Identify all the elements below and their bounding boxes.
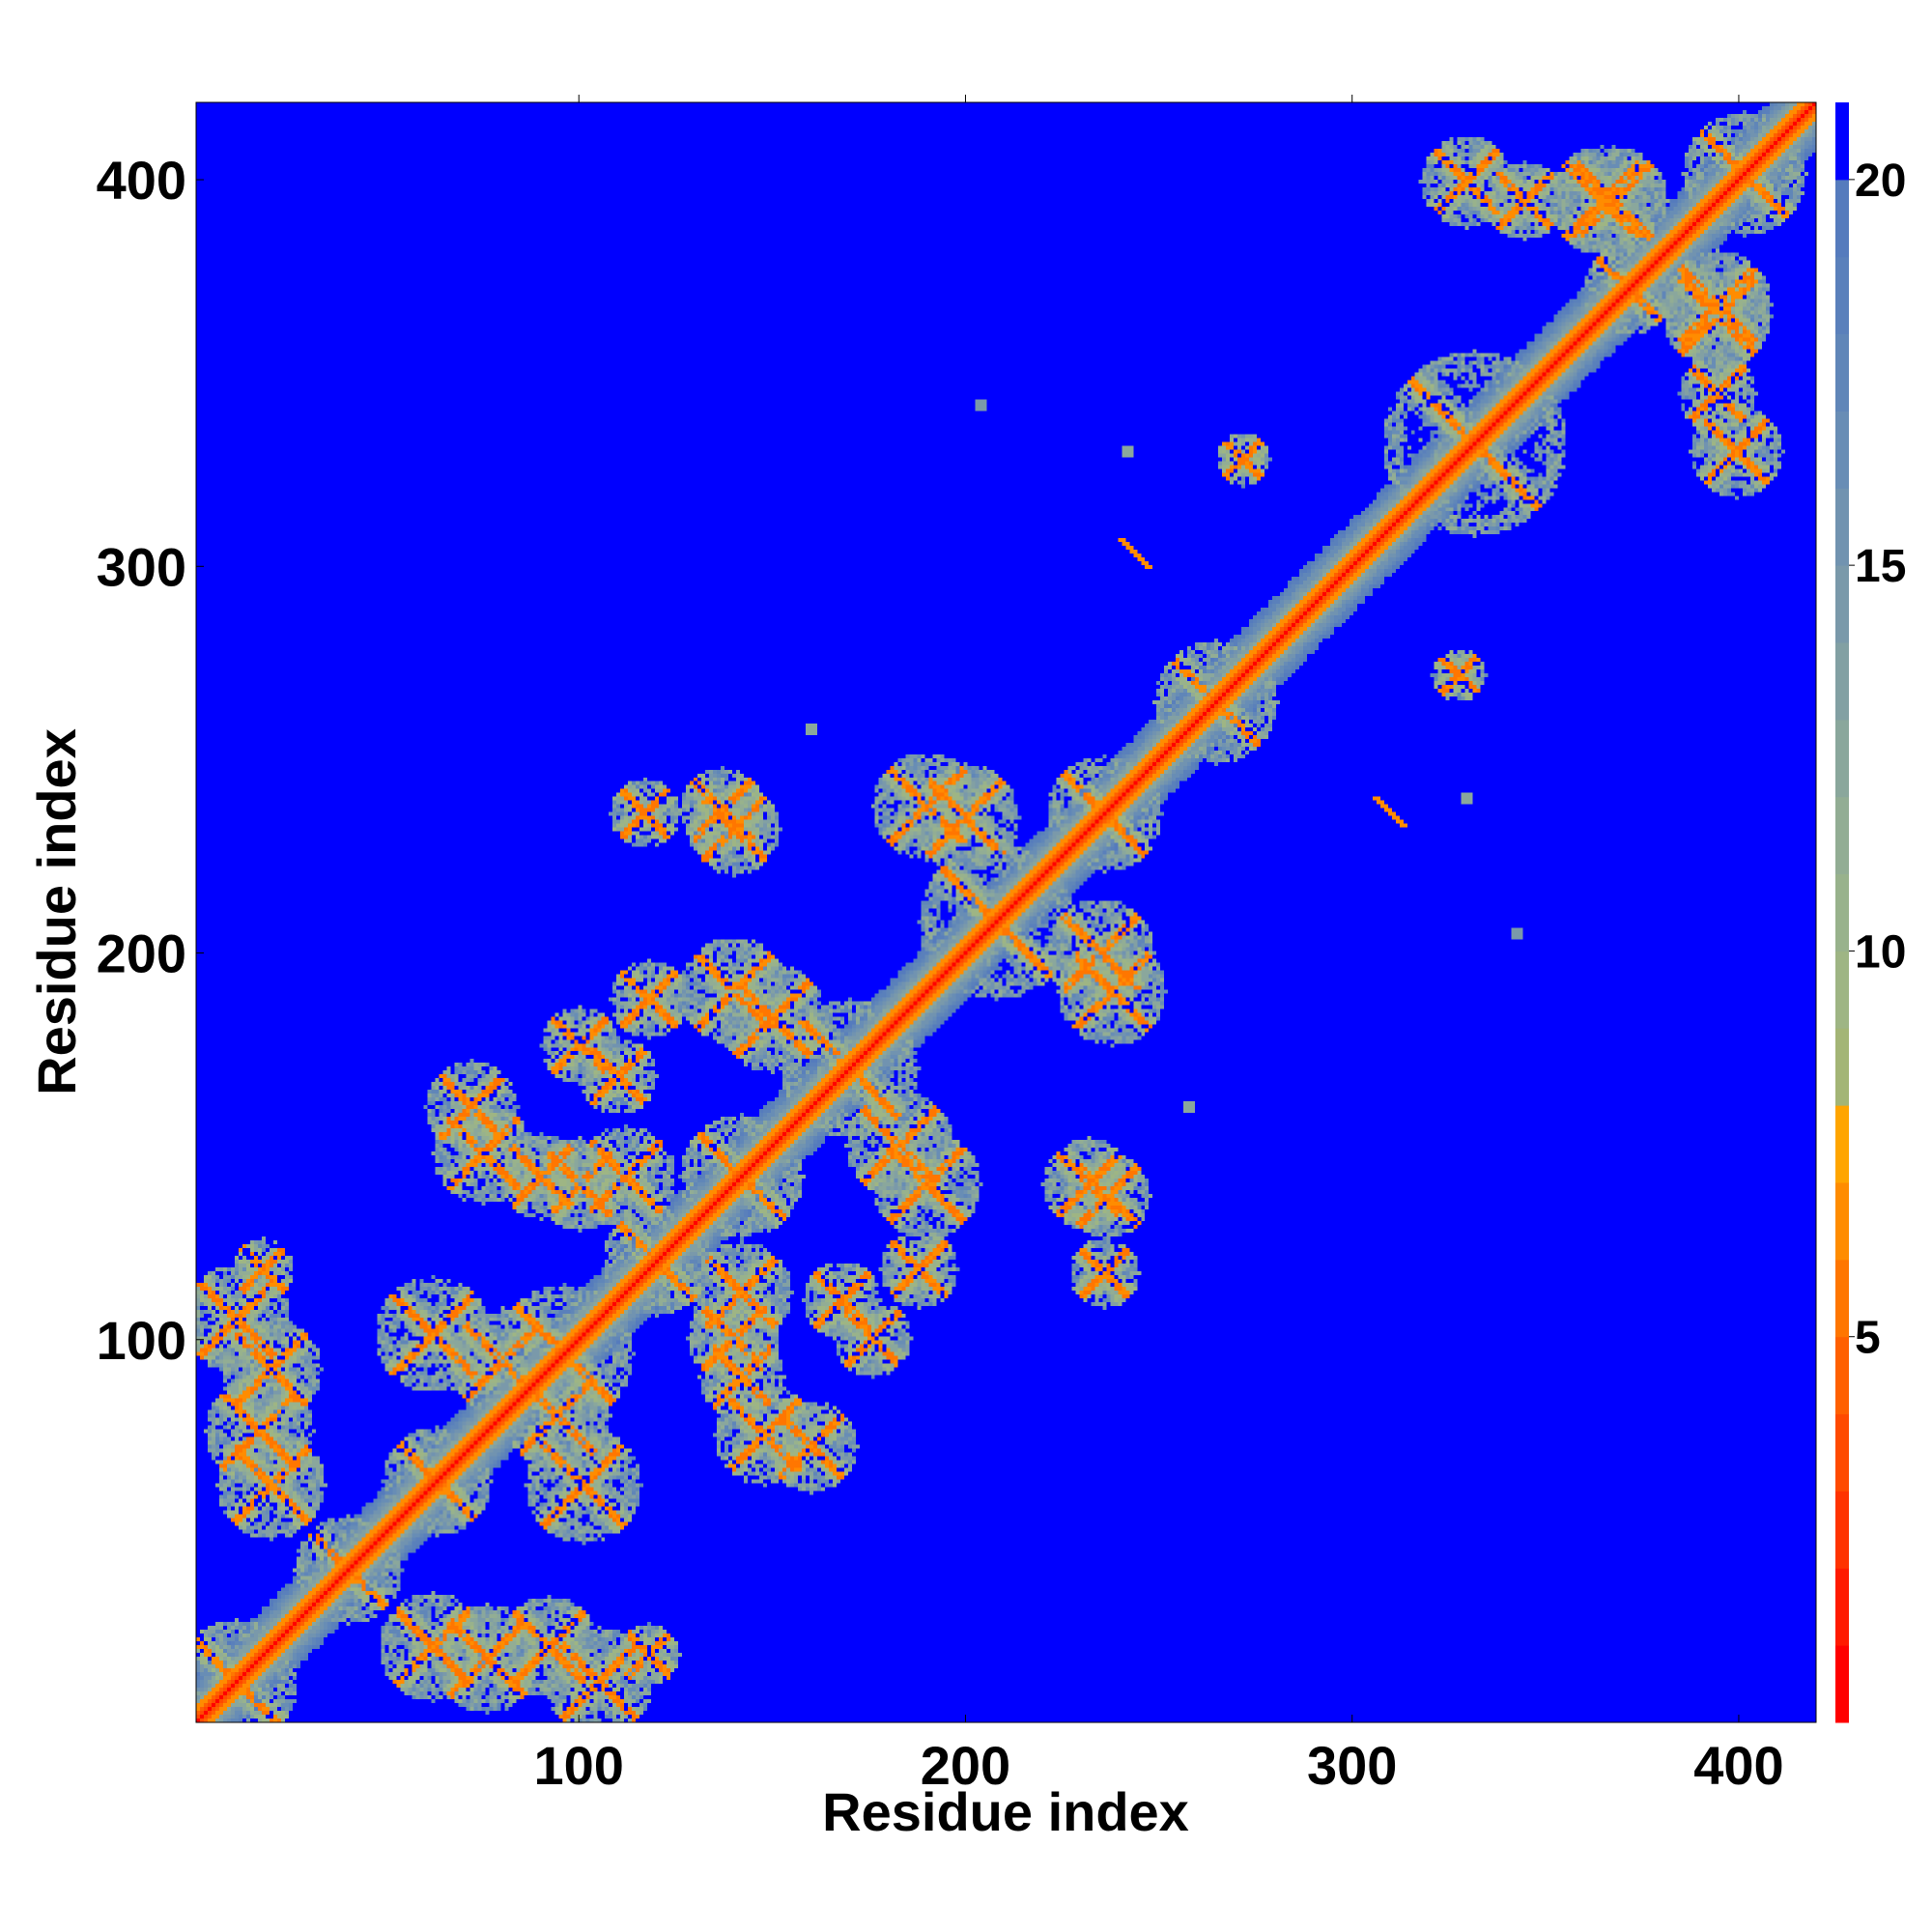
colorbar: 5 10 15 20 — [1835, 102, 1906, 1723]
y-tick-label: 300 — [97, 536, 186, 597]
y-axis-title: Residue index — [26, 728, 87, 1095]
colorbar-tick-label: 5 — [1855, 1313, 1881, 1364]
colorbar-bands — [1835, 102, 1849, 1723]
y-tick-label: 400 — [97, 150, 186, 211]
colorbar-band — [1835, 565, 1849, 643]
colorbar-band — [1835, 951, 1849, 1029]
colorbar-band — [1835, 1259, 1849, 1338]
colorbar-band — [1835, 796, 1849, 875]
colorbar-band — [1835, 1028, 1849, 1106]
colorbar-band — [1835, 1413, 1849, 1492]
y-tick-label: 200 — [97, 923, 186, 984]
colorbar-band — [1835, 256, 1849, 335]
colorbar-tick-label: 10 — [1855, 926, 1906, 978]
colorbar-band — [1835, 1105, 1849, 1183]
colorbar-band — [1835, 719, 1849, 798]
x-tick-label: 300 — [1307, 1735, 1397, 1796]
colorbar-band — [1835, 873, 1849, 952]
x-axis-title: Residue index — [822, 1781, 1189, 1842]
colorbar-tick-label: 20 — [1855, 156, 1906, 207]
colorbar-band — [1835, 411, 1849, 489]
y-axis: 100 200 300 400 — [97, 150, 204, 1371]
plot-frame — [195, 101, 1817, 1723]
colorbar-band — [1835, 642, 1849, 721]
colorbar-band — [1835, 1336, 1849, 1415]
colorbar-band — [1835, 1645, 1849, 1723]
x-tick-label: 400 — [1693, 1735, 1783, 1796]
colorbar-tick-label: 15 — [1855, 541, 1906, 592]
colorbar-ticks: 5 10 15 20 — [1849, 156, 1906, 1364]
x-axis: 100 200 300 400 — [534, 95, 1784, 1796]
x-tick-label: 100 — [534, 1735, 624, 1796]
heatmap-raster — [196, 102, 1816, 1722]
colorbar-band — [1835, 179, 1849, 258]
colorbar-band — [1835, 1491, 1849, 1569]
colorbar-band — [1835, 1568, 1849, 1646]
y-tick-label: 100 — [97, 1310, 186, 1371]
x-tick-label: 200 — [921, 1735, 1010, 1796]
colorbar-band — [1835, 102, 1849, 181]
heatmap — [195, 101, 1817, 1723]
colorbar-band — [1835, 1182, 1849, 1261]
colorbar-band — [1835, 333, 1849, 412]
colorbar-band — [1835, 488, 1849, 566]
